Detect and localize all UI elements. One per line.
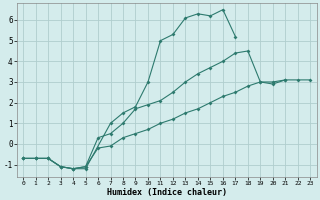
X-axis label: Humidex (Indice chaleur): Humidex (Indice chaleur) <box>107 188 227 197</box>
